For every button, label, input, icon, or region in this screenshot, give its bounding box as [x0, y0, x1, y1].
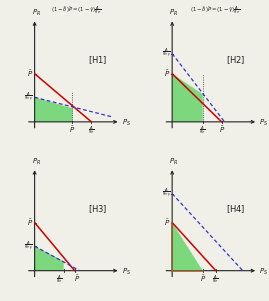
Text: $P_S$: $P_S$: [122, 266, 131, 277]
Text: $(1-\bar{\delta})\bar{P}=(1-\bar{\gamma})\frac{A}{g_{sr}}$: $(1-\bar{\delta})\bar{P}=(1-\bar{\gamma}…: [51, 5, 101, 17]
Text: $\frac{A}{g_{nrp}}$: $\frac{A}{g_{nrp}}$: [162, 187, 170, 200]
Text: $\bar{P}$: $\bar{P}$: [218, 125, 225, 135]
Text: $[\mathrm{H4}]$: $[\mathrm{H4}]$: [226, 203, 245, 215]
Text: $\frac{A}{g_{nrp}}$: $\frac{A}{g_{nrp}}$: [162, 47, 170, 60]
Text: $\bar{P}$: $\bar{P}$: [75, 273, 81, 284]
Text: $\frac{A}{g_{sr}}$: $\frac{A}{g_{sr}}$: [212, 273, 219, 286]
Polygon shape: [172, 222, 203, 271]
Text: $\frac{A}{g_{sr}}$: $\frac{A}{g_{sr}}$: [199, 125, 206, 137]
Text: $[\mathrm{H1}]$: $[\mathrm{H1}]$: [88, 54, 108, 66]
Text: $\bar{P}$: $\bar{P}$: [27, 69, 33, 79]
Text: $\frac{A}{g_{sr}}$: $\frac{A}{g_{sr}}$: [88, 125, 95, 137]
Text: $P_S$: $P_S$: [122, 118, 131, 128]
Text: $(1-\bar{\delta})\bar{P}=(1-\bar{\gamma})\frac{A}{g_{sr}}$: $(1-\bar{\delta})\bar{P}=(1-\bar{\gamma}…: [190, 5, 241, 17]
Text: $[\mathrm{H2}]$: $[\mathrm{H2}]$: [226, 54, 245, 66]
Text: $\bar{P}$: $\bar{P}$: [164, 69, 170, 79]
Text: $\bar{P}$: $\bar{P}$: [164, 217, 170, 228]
Text: $P_R$: $P_R$: [169, 156, 178, 166]
Text: $P_S$: $P_S$: [260, 266, 269, 277]
Text: $P_R$: $P_R$: [169, 8, 178, 18]
Text: $\bar{P}$: $\bar{P}$: [200, 273, 206, 284]
Text: $\bar{P}$: $\bar{P}$: [27, 217, 33, 228]
Polygon shape: [172, 74, 203, 122]
Text: $P_R$: $P_R$: [31, 8, 41, 18]
Text: $P_R$: $P_R$: [31, 156, 41, 166]
Text: $P_S$: $P_S$: [260, 118, 269, 128]
Text: $\frac{A}{g_{sr}}$: $\frac{A}{g_{sr}}$: [56, 273, 63, 286]
Text: $\bar{P}$: $\bar{P}$: [69, 125, 76, 135]
Text: $\frac{A}{g_{nrp}}$: $\frac{A}{g_{nrp}}$: [24, 240, 33, 253]
Text: $[\mathrm{H3}]$: $[\mathrm{H3}]$: [88, 203, 108, 215]
Text: $\frac{A}{g_{nrp}}$: $\frac{A}{g_{nrp}}$: [24, 91, 33, 104]
Polygon shape: [35, 246, 64, 271]
Polygon shape: [35, 97, 72, 122]
